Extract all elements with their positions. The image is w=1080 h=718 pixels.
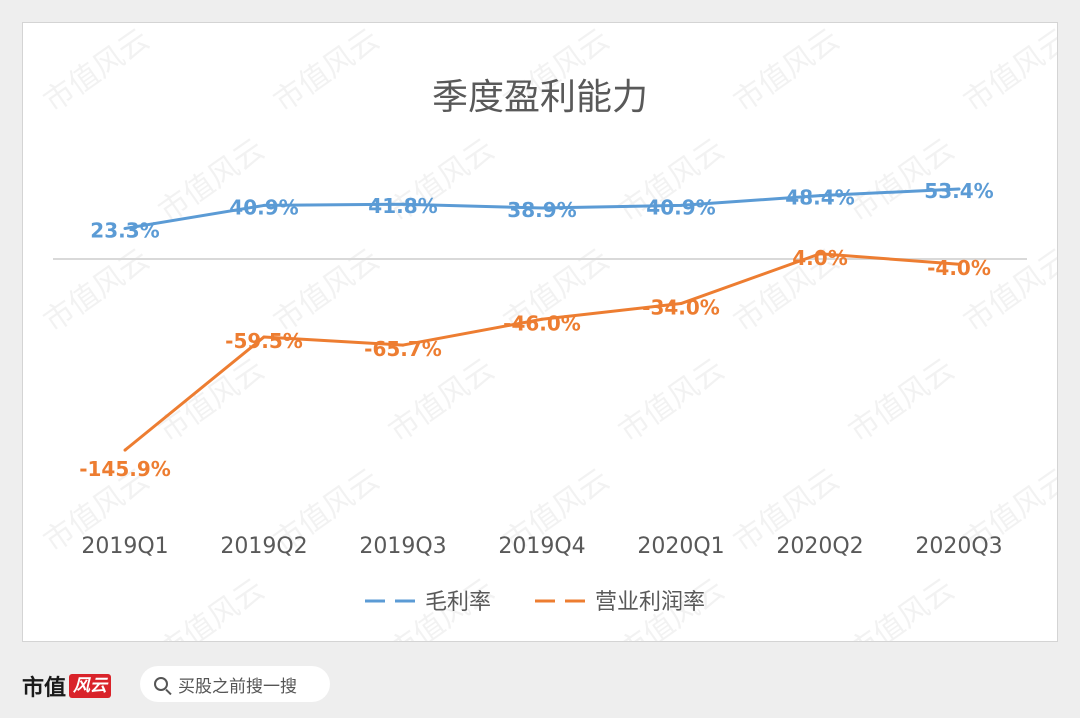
data-label: 4.0%: [792, 246, 847, 270]
footer-bar: 市值 风云 买股之前搜一搜: [0, 650, 1080, 718]
x-tick-label: 2019Q1: [81, 534, 168, 559]
x-tick-label: 2020Q2: [776, 534, 863, 559]
data-point: [123, 226, 127, 230]
data-label: -59.5%: [225, 329, 303, 353]
data-point: [262, 335, 266, 339]
legend-label: 毛利率: [425, 590, 491, 615]
data-point: [818, 252, 822, 256]
data-label: 40.9%: [229, 195, 298, 219]
watermark-text: 市值风云: [383, 352, 501, 449]
data-label: 53.4%: [924, 179, 993, 203]
search-placeholder: 买股之前搜一搜: [178, 676, 297, 697]
legend-label: 营业利润率: [595, 590, 705, 615]
x-tick-label: 2020Q3: [915, 534, 1002, 559]
watermark-text: 市值风云: [38, 242, 156, 339]
brand-badge: 风云: [69, 674, 112, 698]
data-label: 23.3%: [90, 218, 159, 242]
data-point: [540, 317, 544, 321]
x-tick-label: 2019Q2: [220, 534, 307, 559]
data-point: [679, 203, 683, 207]
watermark-text: 市值风云: [843, 572, 961, 641]
search-icon: [154, 677, 168, 691]
watermark-text: 市值风云: [38, 23, 156, 120]
watermark-text: 市值风云: [613, 352, 731, 449]
search-box[interactable]: 买股之前搜一搜: [140, 666, 330, 702]
watermark-text: 市值风云: [153, 352, 271, 449]
data-point: [262, 203, 266, 207]
brand-name: 市值: [22, 676, 67, 701]
watermark-text: 市值风云: [268, 242, 386, 339]
data-point: [540, 206, 544, 210]
watermark-text: 市值风云: [153, 572, 271, 641]
chart-title: 季度盈利能力: [432, 77, 648, 118]
x-tick-label: 2019Q4: [498, 534, 585, 559]
watermark-text: 市值风云: [958, 23, 1057, 120]
data-point: [401, 343, 405, 347]
data-point: [679, 302, 683, 306]
data-point: [123, 448, 127, 452]
data-point: [957, 187, 961, 191]
data-label: 38.9%: [507, 198, 576, 222]
data-point: [957, 262, 961, 266]
data-label: 40.9%: [646, 195, 715, 219]
chart-card: 市值风云 市值风云 市值风云 市值风云 市值风云 市值风云 市值风云 市值风云 市值风云 市值风云…: [22, 22, 1058, 642]
data-label: -46.0%: [503, 311, 581, 335]
data-label: -34.0%: [642, 296, 720, 320]
data-label: -4.0%: [927, 256, 991, 280]
data-label: -145.9%: [79, 457, 171, 481]
data-point: [818, 194, 822, 198]
data-label: -65.7%: [364, 337, 442, 361]
data-label: 41.8%: [368, 194, 437, 218]
watermark-text: 市值风云: [268, 23, 386, 120]
x-tick-label: 2019Q3: [359, 534, 446, 559]
data-point: [401, 202, 405, 206]
data-label: 48.4%: [785, 186, 854, 210]
watermark-text: 市值风云: [843, 352, 961, 449]
brand-logo[interactable]: 市值 风云: [22, 670, 112, 702]
watermark-text: 市值风云: [728, 23, 846, 120]
x-tick-label: 2020Q1: [637, 534, 724, 559]
